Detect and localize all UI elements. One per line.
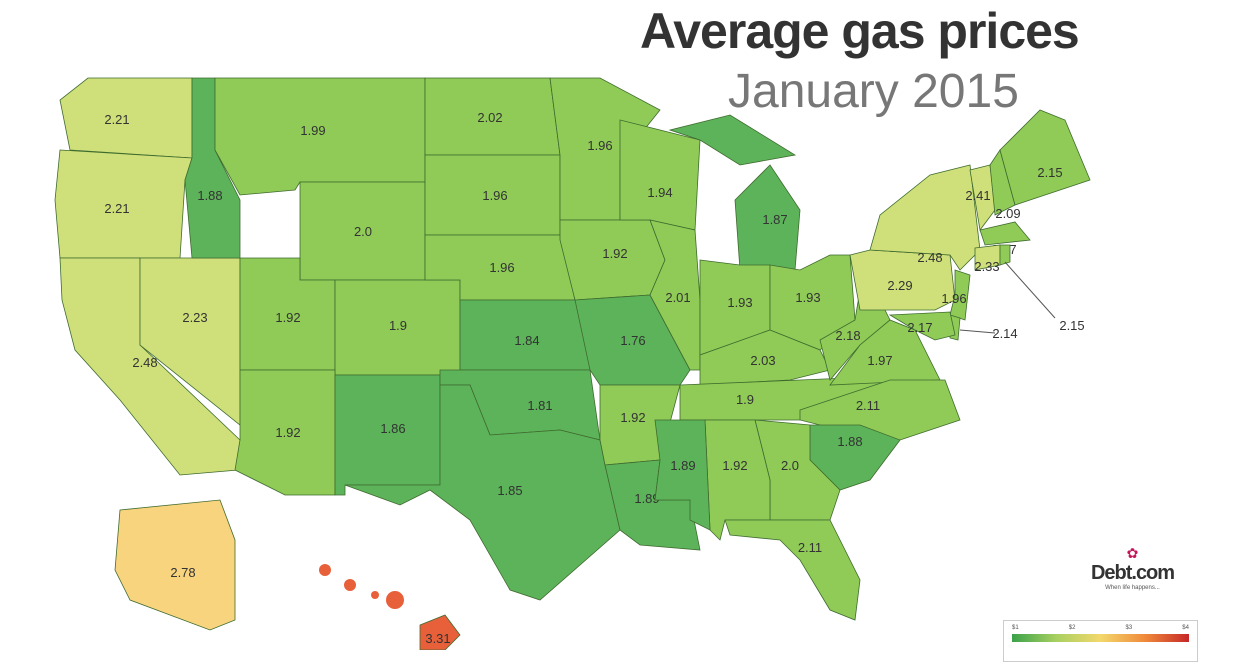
leader-line: [959, 329, 996, 334]
state-value-label: 1.96: [489, 260, 514, 275]
state-value-label: 2.18: [835, 328, 860, 343]
state-value-label: 2.09: [995, 206, 1020, 221]
state-value-label: 2.11: [856, 398, 880, 413]
state-value-label: 2.41: [965, 188, 990, 203]
state-value-label: 1.96: [941, 291, 966, 306]
state-value-label: 1.88: [837, 434, 862, 449]
logo-tagline: When life happens...: [1105, 585, 1160, 591]
state-value-label: 2.03: [750, 353, 775, 368]
state-value-label: 2.78: [170, 565, 195, 580]
state-value-label: 1.96: [587, 138, 612, 153]
state-value-label: 2.02: [477, 110, 502, 125]
state-value-label: 1.9: [736, 392, 754, 407]
state-value-label: 1.92: [602, 246, 627, 261]
debt-com-logo: ✿ Debt.com When life happens...: [1070, 545, 1195, 591]
state-wi: [619, 119, 701, 231]
state-value-label: 2.23: [182, 310, 207, 325]
state-value-label: 2.48: [917, 250, 942, 265]
state-value-label: 3.31: [425, 631, 450, 646]
state-value-label: 2.48: [132, 355, 157, 370]
state-value-label: 1.96: [482, 188, 507, 203]
state-value-label: 2.21: [104, 201, 129, 216]
state-hi: [319, 564, 331, 576]
state-ak: [114, 499, 236, 631]
state-value-label: 2.29: [887, 278, 912, 293]
state-hi: [344, 579, 356, 591]
legend-gradient: [1012, 634, 1189, 642]
state-value-label: 1.89: [634, 491, 659, 506]
state-value-label: 1.89: [670, 458, 695, 473]
state-value-label: 1.81: [527, 398, 552, 413]
state-value-label: 2.0: [354, 224, 372, 239]
state-value-label: 1.92: [275, 425, 300, 440]
state-value-label: 2.14: [992, 326, 1017, 341]
state-value-label: 1.92: [722, 458, 747, 473]
logo-name: Debt.com: [1090, 562, 1175, 584]
legend-tick: $4: [1182, 625, 1189, 631]
state-value-label: 1.92: [620, 410, 645, 425]
state-ms: [654, 419, 711, 531]
state-hi: [386, 591, 404, 609]
leader-line: [1004, 261, 1056, 319]
state-mi: [668, 114, 797, 166]
state-fl: [724, 519, 861, 621]
state-ny: [869, 164, 981, 271]
state-mi: [734, 164, 801, 271]
color-legend: $1 $2 $3 $4: [1003, 620, 1198, 662]
state-value-label: 1.76: [620, 333, 645, 348]
state-hi: [371, 591, 379, 599]
legend-tick: $1: [1012, 625, 1019, 631]
state-hi: [419, 614, 461, 650]
state-tx: [344, 384, 621, 601]
state-value-label: 1.97: [867, 353, 892, 368]
state-value-label: 1.99: [300, 123, 325, 138]
state-ma: [979, 221, 1031, 246]
map-title: Average gas prices: [640, 3, 1080, 59]
state-value-label: 1.84: [514, 333, 539, 348]
state-me: [999, 109, 1091, 206]
legend-tick: $2: [1068, 625, 1076, 631]
state-value-label: 1.87: [762, 212, 787, 227]
state-value-label: 2.0: [781, 458, 799, 473]
state-value-label: 1.85: [497, 483, 522, 498]
state-md: [888, 311, 956, 341]
map-subtitle: January 2015: [728, 65, 1019, 118]
state-value-label: 2.11: [798, 540, 822, 555]
state-value-label: 1.88: [197, 188, 222, 203]
state-ri: [999, 244, 1011, 266]
state-value-label: 2.15: [1059, 318, 1084, 333]
state-az: [234, 369, 336, 496]
state-value-label: 2.01: [665, 290, 690, 305]
state-value-label: 1.93: [727, 295, 752, 310]
state-value-label: 2.15: [1037, 165, 1062, 180]
state-value-label: 1.92: [275, 310, 300, 325]
state-value-label: 2.21: [104, 112, 129, 127]
state-value-label: 2.17: [907, 320, 932, 335]
state-value-label: 1.94: [647, 185, 672, 200]
tree-icon: ✿: [1126, 545, 1139, 561]
state-value-label: 2.33: [974, 259, 999, 274]
legend-tick: $3: [1125, 625, 1133, 631]
state-value-label: 1.9: [389, 318, 407, 333]
state-value-label: 1.86: [380, 421, 405, 436]
state-il: [649, 219, 701, 371]
state-value-label: 1.93: [795, 290, 820, 305]
